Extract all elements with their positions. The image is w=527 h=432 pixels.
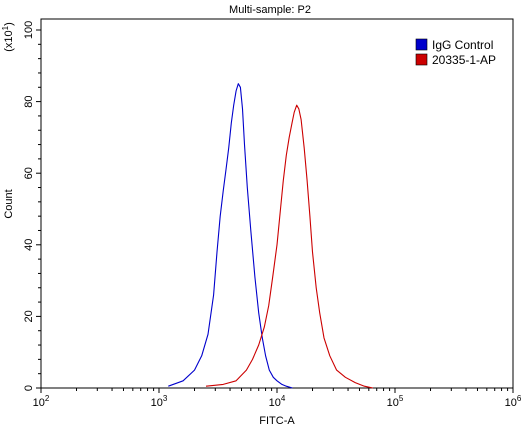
x-tick-label: 106 bbox=[505, 394, 522, 409]
y-tick-label: 60 bbox=[23, 167, 35, 179]
x-axis: 102 103 104 105 106 bbox=[33, 388, 522, 409]
plot-frame bbox=[40, 18, 514, 389]
y-tick-label: 80 bbox=[23, 95, 35, 107]
y-tick-label: 20 bbox=[23, 310, 35, 322]
legend-label: 20335-1-AP bbox=[432, 53, 496, 67]
legend-swatch bbox=[415, 38, 428, 51]
y-axis-label: Count bbox=[3, 189, 15, 218]
x-tick-label: 103 bbox=[151, 394, 168, 409]
y-tick-label: 0 bbox=[23, 385, 35, 391]
series-layer bbox=[168, 83, 374, 389]
y-tick-label: 100 bbox=[23, 21, 35, 39]
x-tick-label: 104 bbox=[269, 394, 286, 409]
y-tick-label: 40 bbox=[23, 239, 35, 251]
x-tick-label: 105 bbox=[387, 394, 404, 409]
series-line-2 bbox=[205, 104, 374, 389]
series-line-1 bbox=[168, 83, 293, 389]
legend-swatch bbox=[415, 53, 428, 66]
y-axis: 0 20 40 60 80 100 bbox=[23, 21, 41, 391]
x-tick-label: 102 bbox=[33, 394, 50, 409]
y-multiplier-label: (x101) bbox=[1, 22, 15, 52]
x-axis-label: FITC-A bbox=[259, 415, 295, 427]
legend-label: IgG Control bbox=[432, 38, 493, 52]
chart-title: Multi-sample: P2 bbox=[229, 4, 311, 16]
